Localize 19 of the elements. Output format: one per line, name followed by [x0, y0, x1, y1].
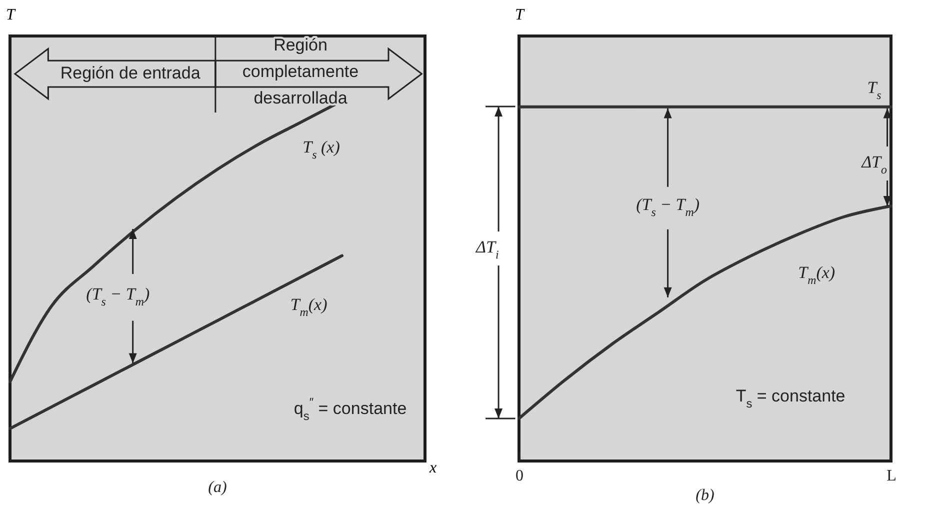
annotation: (T$_{s}$ − T$_{m}$) — [86, 284, 150, 308]
x-tick-label: L — [886, 468, 896, 484]
annotation: ΔT$_{o}$ — [860, 152, 887, 176]
x-axis-title: x — [428, 460, 437, 476]
text: ΔT$_{i}$ — [475, 237, 499, 262]
annotation: T$_{s}$ = constante — [736, 386, 846, 410]
annotation: Región completamente desarrollada — [242, 36, 359, 108]
y-axis-title: T — [515, 6, 526, 24]
annotation: q$_{s}$$^{″}$ = constante — [294, 395, 407, 424]
series-label: T$_{s}$ (x) — [302, 138, 340, 162]
series-label: T$_{s}$ — [867, 78, 882, 102]
x-tick-label: 0 — [516, 468, 524, 484]
annotation: (T$_{s}$ − T$_{m}$) — [636, 194, 700, 219]
text: (a) — [208, 479, 227, 496]
series-label: T$_{m}$(x) — [290, 294, 328, 319]
series-label: T$_{m}$(x) — [798, 262, 836, 287]
text: Región de entrada — [60, 64, 201, 83]
text: (b) — [696, 487, 714, 504]
y-axis-title: T — [6, 6, 16, 24]
